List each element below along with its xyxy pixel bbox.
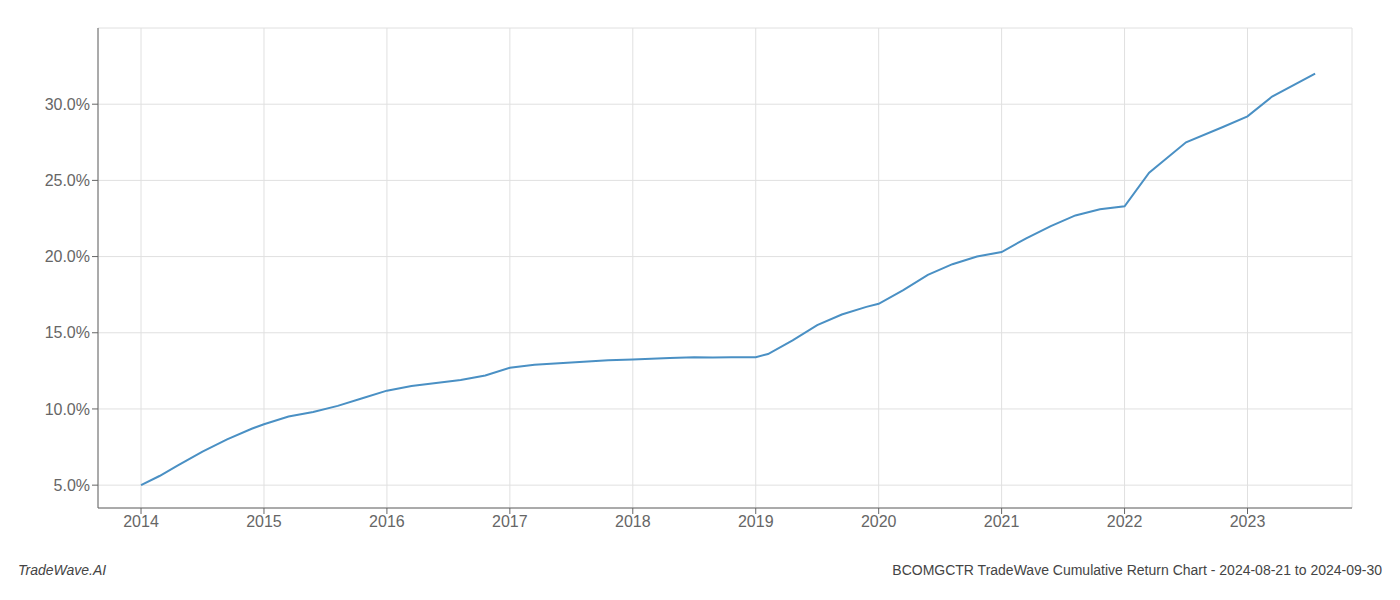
svg-text:2020: 2020 — [861, 513, 897, 530]
svg-text:2022: 2022 — [1107, 513, 1143, 530]
svg-text:2021: 2021 — [984, 513, 1020, 530]
html-text:BCOMGCTR TradeWave Cumulative: BCOMGCTR TradeWave Cumulative Return Cha… — [892, 562, 1382, 578]
svg-text:10.0%: 10.0% — [45, 401, 90, 418]
svg-text:2014: 2014 — [123, 513, 159, 530]
svg-text:15.0%: 15.0% — [45, 324, 90, 341]
svg-text:20.0%: 20.0% — [45, 248, 90, 265]
svg-text:2019: 2019 — [738, 513, 774, 530]
svg-text:5.0%: 5.0% — [54, 477, 90, 494]
svg-text:2017: 2017 — [492, 513, 528, 530]
html-text:TradeWave.AI: TradeWave.AI — [18, 562, 107, 578]
svg-text:2016: 2016 — [369, 513, 405, 530]
svg-text:30.0%: 30.0% — [45, 96, 90, 113]
svg-text:2023: 2023 — [1230, 513, 1266, 530]
svg-text:2015: 2015 — [246, 513, 282, 530]
svg-text:25.0%: 25.0% — [45, 172, 90, 189]
svg-text:2018: 2018 — [615, 513, 651, 530]
